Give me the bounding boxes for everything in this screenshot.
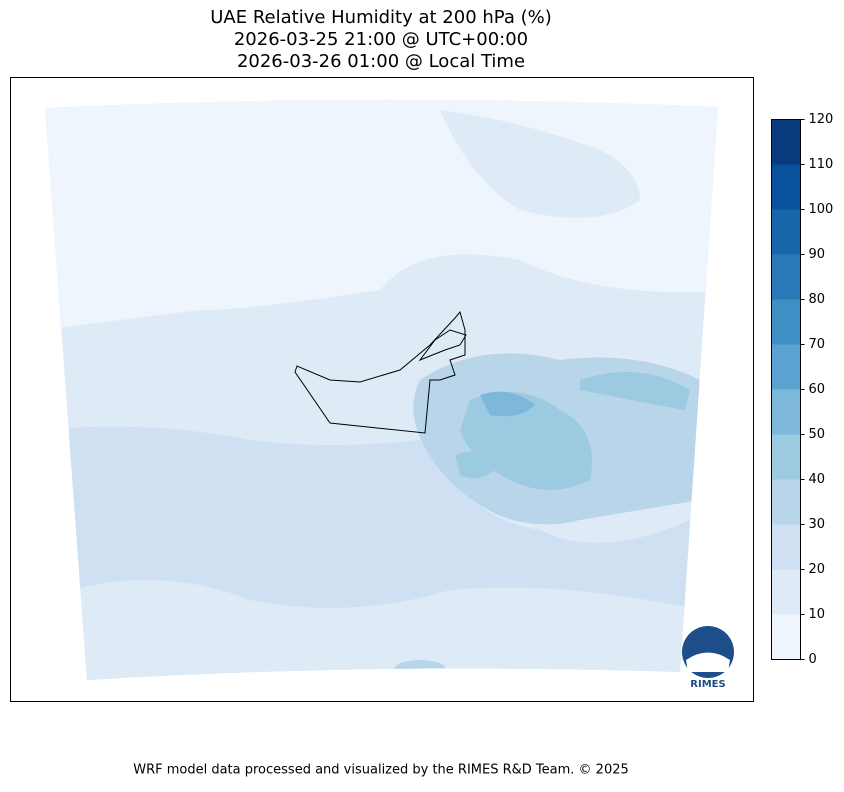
logo: RIMES — [682, 626, 734, 690]
colorbar-band — [771, 524, 801, 570]
colorbar-tick-label: 80 — [809, 292, 826, 307]
field-area — [580, 372, 690, 410]
title-line: 2026-03-26 01:00 @ Local Time — [237, 51, 525, 72]
field-area — [440, 110, 640, 218]
field-area — [455, 451, 500, 479]
logo-wave — [686, 652, 730, 672]
colorbar-tick-label: 70 — [809, 337, 826, 352]
colorbar-tick-label: 110 — [809, 157, 834, 172]
title-line: UAE Relative Humidity at 200 hPa (%) — [210, 7, 551, 28]
colorbar-tick-label: 10 — [809, 607, 826, 622]
logo-text: RIMES — [690, 679, 725, 690]
colorbar-band — [771, 164, 801, 210]
colorbar-tick-label: 90 — [809, 247, 826, 262]
map-field — [45, 99, 718, 680]
colorbar-band — [771, 344, 801, 390]
colorbar-tick-label: 50 — [809, 427, 826, 442]
colorbar-tick-label: 0 — [809, 652, 817, 667]
colorbar-band — [771, 209, 801, 255]
footer: WRF model data processed and visualized … — [133, 763, 629, 778]
colorbar-tick-label: 40 — [809, 472, 826, 487]
colorbar-frame — [771, 119, 801, 660]
colorbar-band — [771, 479, 801, 525]
colorbar-tick-label: 30 — [809, 517, 826, 532]
colorbar-tick-label: 120 — [809, 112, 834, 127]
field-area — [45, 580, 718, 680]
title-line: 2026-03-25 21:00 @ UTC+00:00 — [234, 29, 528, 50]
colorbar-band — [771, 299, 801, 345]
colorbar-band — [771, 389, 801, 435]
colorbar-band — [771, 614, 801, 660]
colorbar-tick-label: 20 — [809, 562, 826, 577]
country-border — [294, 310, 466, 434]
country-border — [418, 329, 467, 362]
colorbar: 0 10 20 30 40 50 60 70 80 90 100 110 120 — [771, 112, 834, 667]
field-area — [480, 391, 535, 417]
colorbar-tick-label: 100 — [809, 202, 834, 217]
colorbar-band — [771, 119, 801, 165]
field-area — [330, 548, 420, 576]
colorbar-band — [771, 434, 801, 480]
colorbar-band — [771, 254, 801, 300]
colorbar-band — [771, 569, 801, 615]
colorbar-tick-label: 60 — [809, 382, 826, 397]
